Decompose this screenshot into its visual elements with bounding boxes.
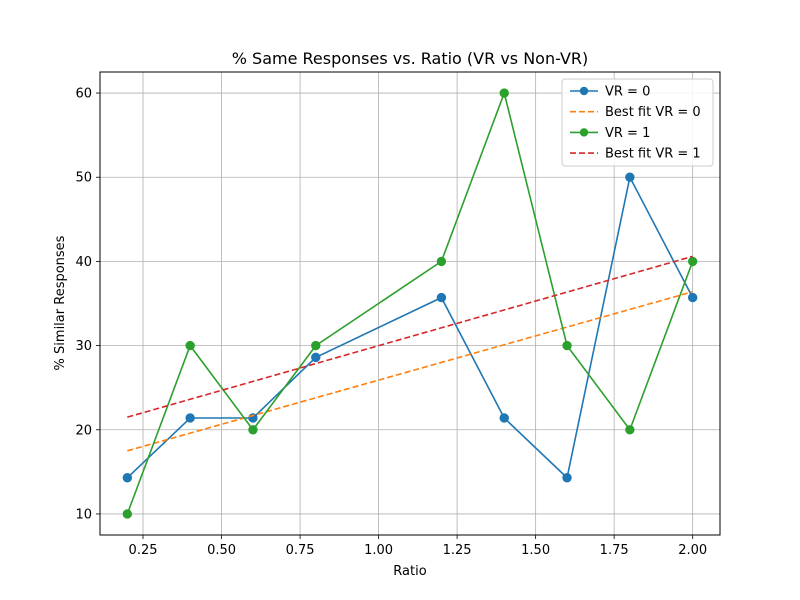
legend-box [561,78,714,167]
data-point [185,340,195,351]
legend-label: VR = 1 [605,126,650,141]
legend-label: Best fit VR = 0 [605,105,701,120]
data-point [436,256,447,267]
data-point [687,292,698,303]
y-tick-label: 20 [75,423,92,438]
x-tick-label: 0.75 [286,543,315,558]
data-point [122,509,133,519]
chart-title: % Same Responses vs. Ratio (VR vs Non-VR… [232,49,589,68]
data-point [625,425,635,435]
y-tick-label: 10 [75,507,92,522]
legend: VR = 0 Best fit VR = 0 VR = 1 Best fit VR =… [561,78,714,167]
data-point [499,88,509,98]
x-tick-label: 1.25 [443,543,472,558]
legend-item: Best fit VR = 1 [570,147,701,162]
data-point [311,340,321,351]
x-tick-label: 0.25 [129,543,158,558]
data-point [687,256,698,267]
x-tick-label: 1.75 [600,543,629,558]
y-tick-label: 50 [75,171,92,186]
best-fit-line [127,255,693,418]
data-point [311,352,321,363]
data-point [248,425,258,435]
y-tick-label: 60 [75,87,92,102]
legend-label: Best fit VR = 1 [605,147,701,162]
y-axis-label: % Similar Responses [53,235,68,370]
series-best-fit-vr-0 [127,290,693,452]
series-vr-1 [122,88,698,519]
best-fit-line [127,290,693,452]
legend-item: VR = 1 [570,126,650,141]
series-layer [122,88,698,519]
legend-label: VR = 0 [605,85,650,100]
data-point [499,413,509,423]
data-point [562,473,572,483]
data-point [625,172,635,182]
x-tick-label: 1.50 [521,543,550,558]
x-tick-label: 0.50 [207,543,236,558]
legend-item: VR = 0 [570,85,650,100]
tick-layer: 0.25 0.50 0.75 1.00 1.25 1.50 1.75 2.00 10 20 30 40… [75,87,707,558]
data-point [436,292,447,303]
legend-marker [579,128,589,137]
legend-item: Best fit VR = 0 [570,105,701,120]
series-best-fit-vr-1 [127,255,693,418]
legend-marker [579,86,589,96]
data-point [122,473,133,483]
data-point [185,413,195,423]
x-tick-label: 1.00 [364,543,393,558]
y-tick-label: 40 [75,255,92,270]
data-point [562,340,572,351]
x-axis-label: Ratio [393,564,426,579]
x-tick-label: 2.00 [678,543,707,558]
plot-frame [99,71,721,536]
y-tick-label: 30 [75,339,92,354]
